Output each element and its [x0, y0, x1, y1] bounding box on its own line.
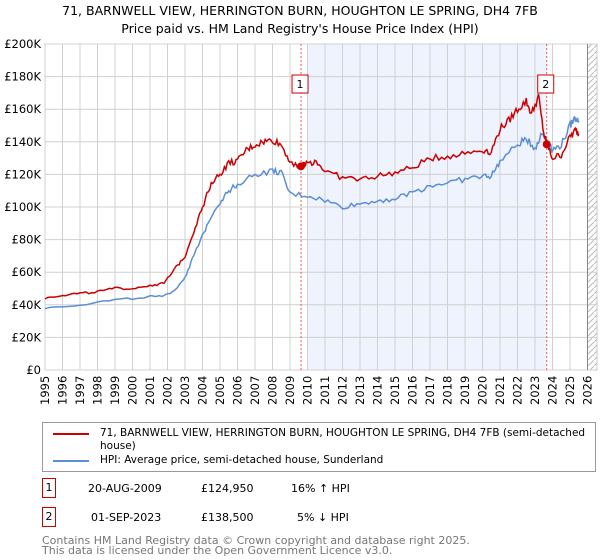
sale-marker-2: 2: [42, 507, 56, 527]
x-tick-label: 2002: [161, 376, 175, 405]
legend-label: HPI: Average price, semi-detached house,…: [100, 454, 384, 466]
x-tick-label: 2025: [563, 376, 577, 405]
y-tick-label: £40K: [12, 298, 42, 312]
x-tick-label: 1995: [38, 376, 52, 405]
sale-date: 01-SEP-2023: [91, 511, 162, 524]
y-tick-label: £0: [26, 363, 41, 377]
subtitle-text: Price paid vs. HM Land Registry's House …: [121, 21, 479, 36]
price-chart: 1995 1996 1997 1998 1999 2000 2001 2002 2003 2004…: [4, 37, 598, 405]
blue-line-swatch: [53, 460, 89, 462]
x-tick-label: 2009: [283, 376, 297, 405]
sale-label: 1: [297, 78, 304, 91]
legend: 71, BARNWELL VIEW, HERRINGTON BURN, HOUG…: [42, 422, 596, 472]
x-tick-label: 2006: [231, 376, 245, 405]
x-tick-label: 2015: [388, 376, 402, 405]
y-tick-label: £120K: [4, 167, 41, 181]
legend-item-hpi: HPI: Average price, semi-detached house,…: [53, 454, 587, 467]
series-line: [44, 93, 580, 300]
sale-label: 2: [542, 78, 549, 91]
x-tick-label: 1998: [91, 376, 105, 405]
x-tick-label: 1996: [56, 376, 70, 405]
sale-point: [542, 140, 551, 149]
red-line-swatch: [53, 433, 89, 435]
x-tick-label: 2018: [441, 376, 455, 405]
x-tick-label: 2004: [196, 376, 210, 405]
y-tick-label: £100K: [4, 200, 41, 214]
x-tick-label: 2007: [248, 376, 262, 405]
sale-hpi: 5% ↓ HPI: [297, 511, 349, 524]
y-tick-label: £80K: [12, 233, 42, 247]
sale-hpi: 16% ↑ HPI: [291, 482, 350, 495]
y-tick-label: £140K: [4, 135, 41, 149]
sale-label-box: [537, 74, 555, 94]
x-tick-label: 2010: [301, 376, 315, 405]
x-tick-label: 2005: [213, 376, 227, 405]
sale-date: 20-AUG-2009: [88, 482, 162, 495]
x-tick-label: 2001: [143, 376, 157, 405]
x-tick-label: 2013: [353, 376, 367, 405]
x-tick-label: 2023: [528, 376, 542, 405]
y-tick-label: £20K: [12, 330, 42, 344]
x-tick-label: 1997: [73, 376, 87, 405]
series-line: [44, 116, 580, 310]
sale-point: [297, 162, 306, 171]
x-tick-label: 2020: [476, 376, 490, 405]
legend-label: 71, BARNWELL VIEW, HERRINGTON BURN, HOUG…: [100, 427, 586, 452]
x-tick-label: 2011: [318, 376, 332, 405]
x-tick-label: 2026: [581, 376, 595, 405]
x-tick-label: 2019: [458, 376, 472, 405]
sale-price: £138,500: [201, 511, 254, 524]
legend-item-property: 71, BARNWELL VIEW, HERRINGTON BURN, HOUG…: [53, 427, 587, 453]
x-tick-label: 2012: [336, 376, 350, 405]
x-tick-label: 1999: [108, 376, 122, 405]
x-tick-label: 2000: [126, 376, 140, 405]
title-text: 71, BARNWELL VIEW, HERRINGTON BURN, HOUG…: [62, 3, 538, 18]
x-tick-label: 2024: [546, 376, 560, 405]
footer-licence: This data is licensed under the Open Gov…: [42, 544, 393, 557]
x-tick-label: 2008: [266, 376, 280, 405]
x-tick-label: 2022: [511, 376, 525, 405]
y-tick-label: £160K: [4, 102, 41, 116]
y-tick-label: £200K: [4, 37, 41, 51]
x-tick-label: 2014: [371, 376, 385, 405]
x-tick-label: 2017: [423, 376, 437, 405]
sale-marker-1: 1: [42, 478, 56, 498]
x-tick-label: 2016: [406, 376, 420, 405]
sale-price: £124,950: [201, 482, 254, 495]
chart-title: 71, BARNWELL VIEW, HERRINGTON BURN, HOUG…: [0, 2, 600, 38]
y-tick-label: £180K: [4, 70, 41, 84]
footer-copyright: Contains HM Land Registry data © Crown c…: [42, 534, 470, 547]
y-tick-label: £60K: [12, 265, 42, 279]
x-tick-label: 2003: [178, 376, 192, 405]
sale-label-box: [291, 74, 309, 94]
x-tick-label: 2021: [493, 376, 507, 405]
